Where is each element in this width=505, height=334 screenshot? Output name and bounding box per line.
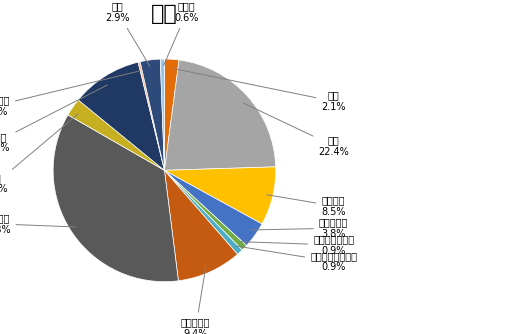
Wedge shape xyxy=(164,60,275,170)
Text: 教育
2.6%: 教育 2.6% xyxy=(0,114,78,194)
Text: 卸・小売
8.5%: 卸・小売 8.5% xyxy=(266,195,345,217)
Wedge shape xyxy=(164,170,246,250)
Text: 医療・福祉
0.3%: 医療・福祉 0.3% xyxy=(0,71,138,117)
Text: 情報・通信
35.3%: 情報・通信 35.3% xyxy=(0,213,76,234)
Text: 運輸・郵便
9.4%: 運輸・郵便 9.4% xyxy=(181,267,210,334)
Text: 公務
2.9%: 公務 2.9% xyxy=(105,1,149,66)
Text: サービス
10.3%: サービス 10.3% xyxy=(0,85,107,153)
Title: 理工: 理工 xyxy=(151,4,177,24)
Wedge shape xyxy=(160,59,164,170)
Wedge shape xyxy=(164,167,275,224)
Wedge shape xyxy=(68,100,164,170)
Wedge shape xyxy=(138,62,164,170)
Wedge shape xyxy=(164,59,179,170)
Text: その他
0.6%: その他 0.6% xyxy=(163,1,198,65)
Text: 建設
2.1%: 建設 2.1% xyxy=(174,69,345,112)
Wedge shape xyxy=(164,170,262,245)
Wedge shape xyxy=(164,170,242,254)
Wedge shape xyxy=(164,170,237,281)
Text: 不動産・リース
0.9%: 不動産・リース 0.9% xyxy=(240,234,354,256)
Text: 製造
22.4%: 製造 22.4% xyxy=(242,103,348,157)
Wedge shape xyxy=(53,115,178,282)
Wedge shape xyxy=(140,59,164,170)
Text: 金融・保険
3.8%: 金融・保険 3.8% xyxy=(250,217,347,239)
Text: 電気・ガス・水道
0.9%: 電気・ガス・水道 0.9% xyxy=(236,246,357,273)
Wedge shape xyxy=(78,62,164,170)
